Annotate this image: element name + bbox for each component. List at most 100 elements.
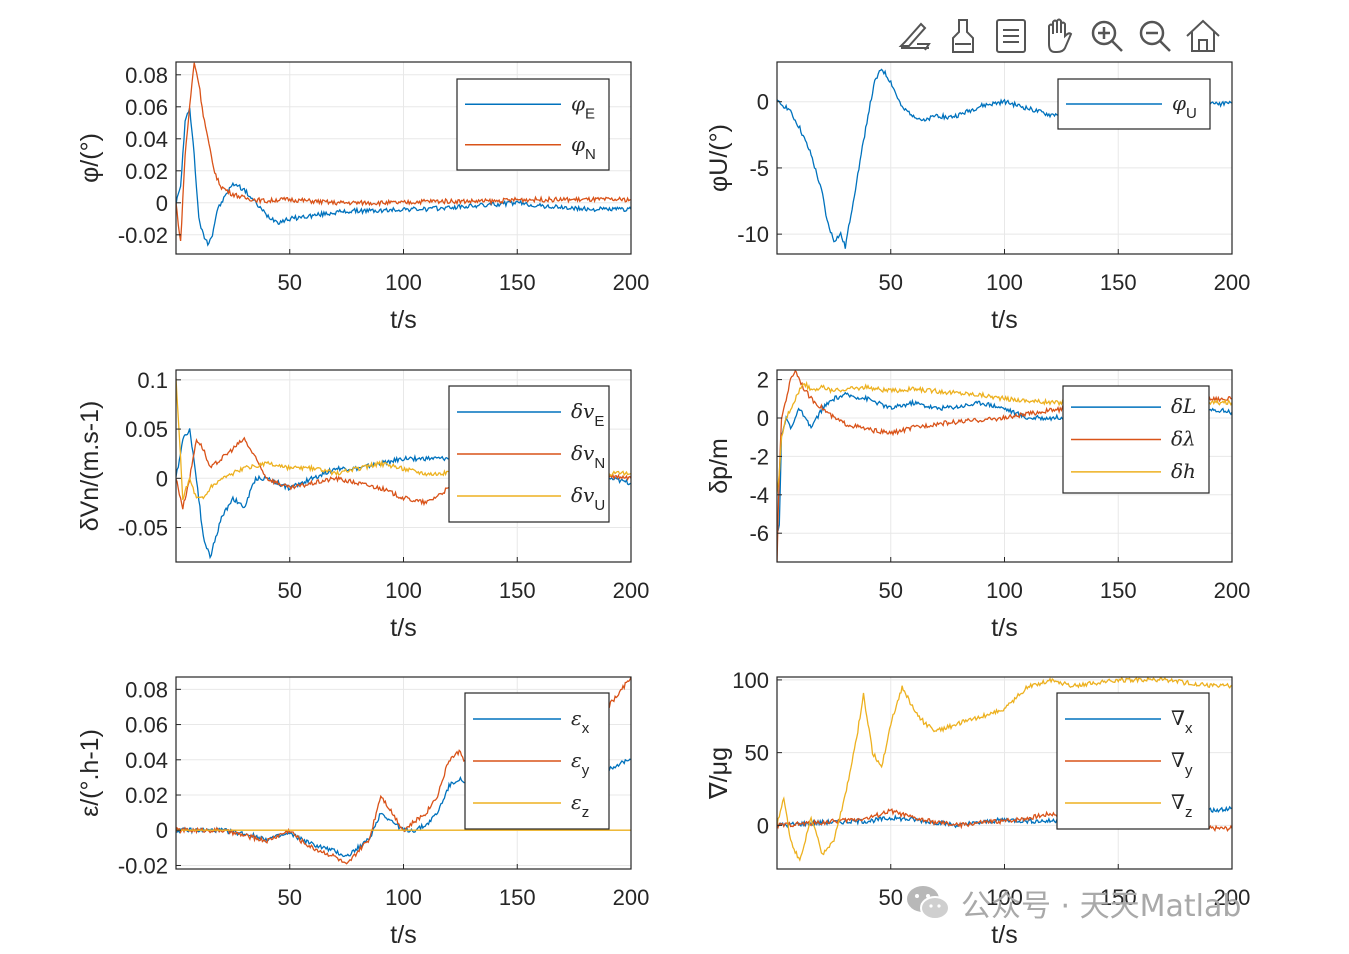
legend-label: δL — [1171, 394, 1196, 418]
y-tick-label: 2 — [757, 368, 769, 393]
legend-label: δh — [1171, 459, 1196, 483]
home-icon[interactable] — [1181, 14, 1225, 58]
y-tick-label: -0.05 — [118, 516, 168, 541]
x-tick-label: 200 — [613, 270, 650, 295]
y-axis-label: δVn/(m.s-1) — [76, 401, 104, 532]
y-tick-label: 0 — [156, 191, 168, 216]
x-tick-label: 100 — [986, 578, 1023, 603]
y-tick-label: -10 — [737, 222, 769, 247]
x-axis-label: t/s — [991, 614, 1017, 642]
y-axis-label: φU/(°) — [705, 124, 733, 192]
y-tick-label: 0.1 — [137, 368, 168, 393]
brush-icon[interactable] — [941, 14, 985, 58]
x-tick-label: 50 — [879, 578, 903, 603]
x-axis-label: t/s — [390, 306, 416, 334]
x-tick-label: 200 — [613, 885, 650, 910]
pan-hand-icon[interactable] — [1037, 14, 1081, 58]
x-axis-label: t/s — [991, 921, 1017, 949]
series-line-φE — [176, 107, 631, 247]
legend-subscript: y — [1185, 762, 1193, 779]
y-tick-label: -0.02 — [118, 223, 168, 248]
legend-subscript: y — [582, 762, 590, 779]
y-tick-label: 50 — [745, 741, 769, 766]
x-axis-label: t/s — [390, 921, 416, 949]
y-tick-label: -2 — [749, 444, 769, 469]
x-tick-label: 150 — [1100, 578, 1137, 603]
y-axis-label: δp/m — [705, 438, 733, 494]
figure-toolbar — [893, 14, 1233, 58]
x-tick-label: 50 — [278, 270, 302, 295]
chart-phi-EN: 50 100 150 200 0.08 0.06 0.04 0.02 0 -0.02 t/s φ/(°… — [76, 61, 650, 334]
legend-subscript: E — [585, 105, 595, 122]
legend-subscript: U — [1186, 105, 1197, 122]
legend-subscript: N — [594, 455, 605, 472]
series-line-∇z — [777, 677, 1232, 862]
zoom-out-icon[interactable] — [1133, 14, 1177, 58]
x-tick-label: 50 — [879, 885, 903, 910]
x-tick-label: 200 — [1214, 270, 1251, 295]
legend-subscript: E — [594, 413, 604, 430]
y-tick-label: -5 — [749, 156, 769, 181]
y-tick-label: -6 — [749, 521, 769, 546]
legend-subscript: x — [582, 720, 590, 737]
x-tick-label: 200 — [1214, 885, 1251, 910]
x-tick-label: 150 — [499, 885, 536, 910]
y-axis-label: ∇/μg — [705, 747, 733, 800]
data-cursor-icon[interactable] — [989, 14, 1033, 58]
legend-label: δλ — [1171, 427, 1196, 451]
legend-subscript: z — [582, 804, 590, 821]
x-tick-label: 50 — [879, 270, 903, 295]
y-tick-label: 0 — [757, 406, 769, 431]
legend-subscript: U — [594, 497, 605, 514]
y-tick-label: 0 — [156, 818, 168, 843]
zoom-in-icon[interactable] — [1085, 14, 1129, 58]
y-tick-label: 0 — [757, 90, 769, 115]
wechat-logo-icon — [907, 886, 950, 920]
chart-phi-U: 50 100 150 200 0 -5 -10 t/s φU/(°) φU — [705, 61, 1251, 334]
y-tick-label: 0.04 — [125, 127, 168, 152]
y-axis-label: φ/(°) — [76, 133, 104, 183]
legend: δL δλ δh — [1062, 385, 1210, 494]
chart-dv: 50 100 150 200 0.1 0.05 0 -0.05 t/s δVn/(m.s-1) δv… — [76, 368, 649, 642]
x-tick-label: 100 — [385, 885, 422, 910]
x-tick-label: 50 — [278, 885, 302, 910]
x-axis-label: t/s — [390, 614, 416, 642]
y-axis-label: ε/(°.h-1) — [76, 729, 104, 817]
chart-dp: 50 100 150 200 2 0 -2 -4 -6 t/s δp/m δL δλ δh — [705, 368, 1250, 642]
y-tick-label: 0.08 — [125, 677, 168, 702]
legend: ∇x∇y∇z — [1056, 692, 1210, 830]
y-tick-label: 0.02 — [125, 783, 168, 808]
y-tick-label: -4 — [749, 483, 769, 508]
y-tick-label: 0.02 — [125, 159, 168, 184]
legend-box — [456, 78, 610, 171]
legend: φU — [1057, 78, 1211, 130]
series-line-φN — [176, 62, 631, 242]
x-tick-label: 50 — [278, 578, 302, 603]
y-tick-label: 0.06 — [125, 713, 168, 738]
x-tick-label: 150 — [499, 270, 536, 295]
y-tick-label: 100 — [732, 668, 769, 693]
edit-plot-icon[interactable] — [893, 14, 937, 58]
y-tick-label: 0.08 — [125, 63, 168, 88]
x-tick-label: 100 — [385, 270, 422, 295]
y-tick-label: 0.06 — [125, 95, 168, 120]
chart-nabla: 50 100 150 200 100 50 0 t/s ∇/μg ∇x∇y∇z — [705, 668, 1250, 949]
x-tick-label: 100 — [986, 885, 1023, 910]
chart-eps: 50 100 150 200 0.08 0.06 0.04 0.02 0 -0.02 t/s ε/(°… — [76, 676, 650, 949]
y-tick-label: 0.04 — [125, 748, 168, 773]
legend-subscript: z — [1185, 804, 1193, 821]
x-tick-label: 150 — [499, 578, 536, 603]
x-tick-label: 200 — [613, 578, 650, 603]
y-tick-label: 0 — [156, 466, 168, 491]
x-tick-label: 100 — [385, 578, 422, 603]
y-tick-label: 0 — [757, 813, 769, 838]
watermark: 公众号 · 天天Matlab — [905, 880, 1325, 926]
legend-subscript: N — [585, 146, 596, 163]
x-tick-label: 150 — [1100, 885, 1137, 910]
watermark-text: 公众号 · 天天Matlab — [961, 889, 1242, 924]
legend-subscript: x — [1185, 720, 1193, 737]
x-tick-label: 150 — [1100, 270, 1137, 295]
